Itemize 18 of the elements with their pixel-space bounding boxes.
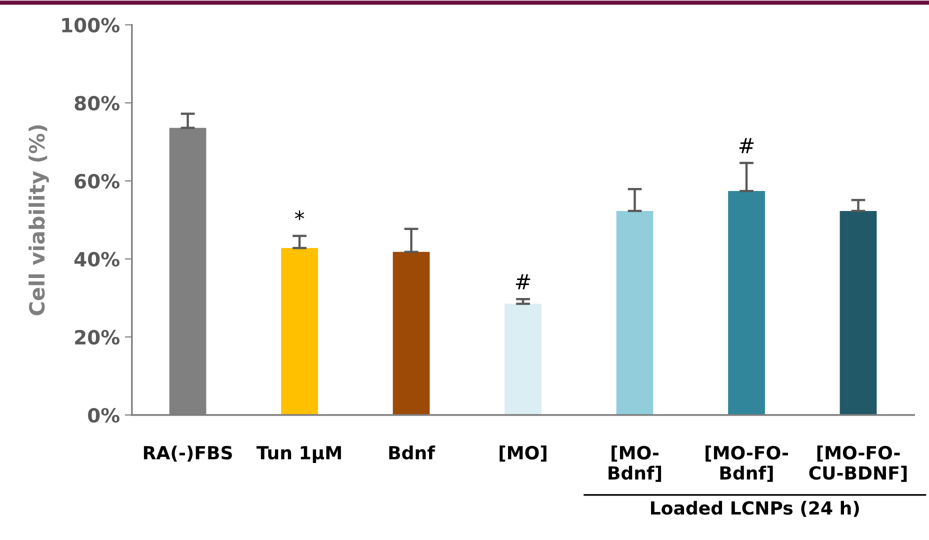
x-tick-label: Bdnf	[389, 446, 436, 460]
y-tick-label: 0%	[88, 408, 120, 423]
y-tick-label: 60%	[74, 174, 120, 189]
y-tick-label: 40%	[74, 252, 120, 267]
x-tick-label: Tun 1μM	[256, 446, 341, 464]
x-tick-label: [MO]	[500, 446, 546, 462]
annotation: *	[294, 210, 304, 220]
y-tick-label: 100%	[62, 18, 120, 33]
x-tick-label: [MO- Bdnf]	[608, 446, 662, 482]
annotation: #	[516, 274, 530, 290]
y-axis-title: Cell viability (%)	[28, 125, 49, 316]
text: Loaded LCNPs (24 h)	[651, 500, 859, 517]
y-tick-label: 20%	[75, 330, 120, 345]
annotation: #	[739, 138, 754, 154]
x-tick-label: [MO-FO- CU-BDNF]	[809, 446, 907, 482]
x-tick-label: [MO-FO- Bdnf]	[706, 446, 788, 482]
y-tick-label: 80%	[74, 96, 120, 111]
x-tick-label: RA(-)FBS	[144, 446, 232, 462]
